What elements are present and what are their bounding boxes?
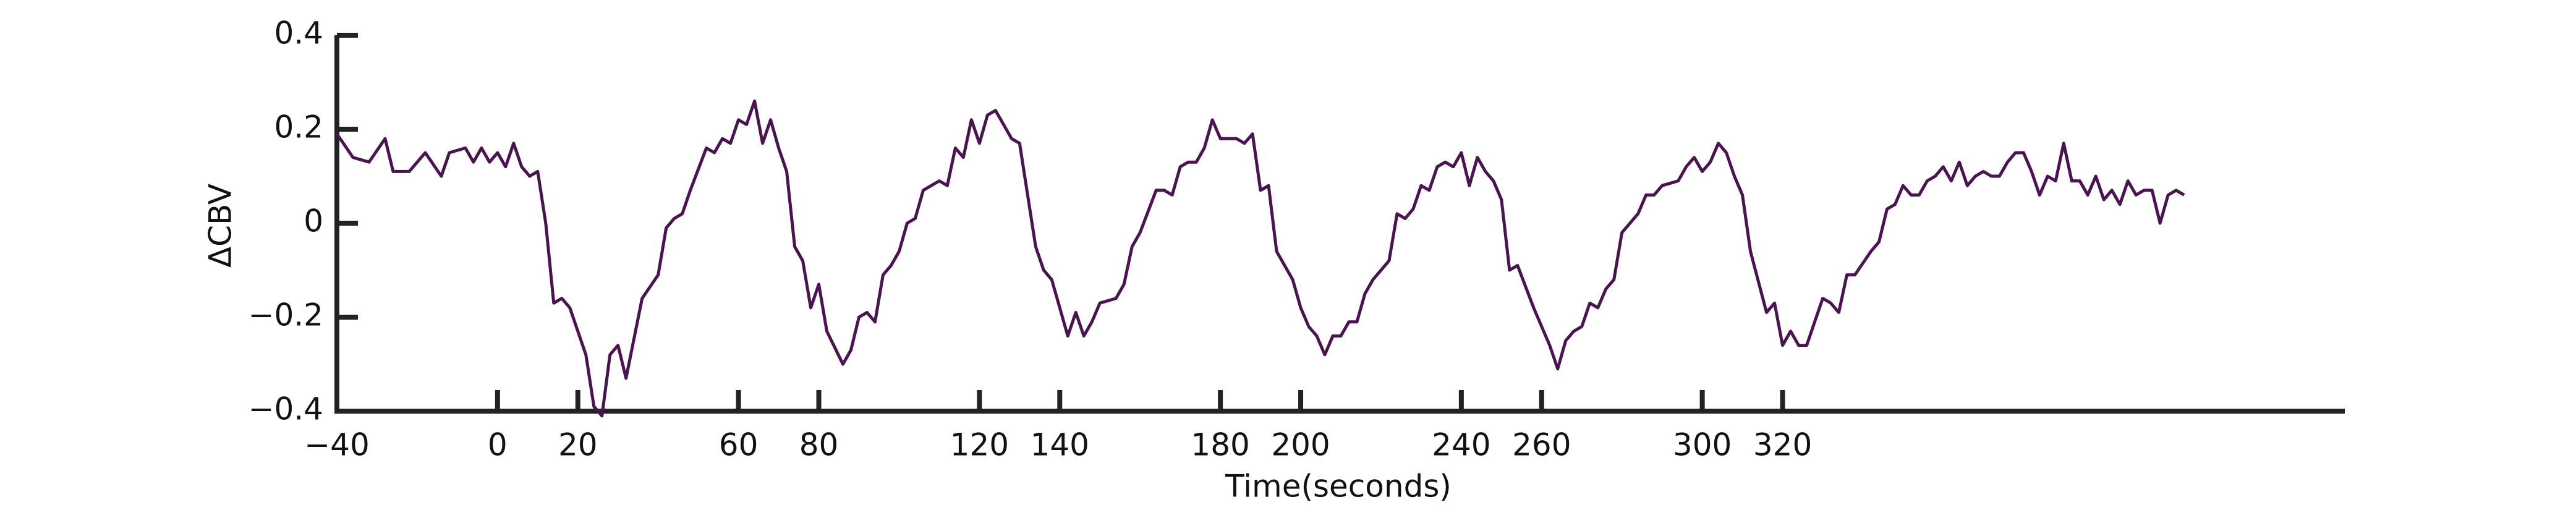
x-tick-label: 0 <box>488 427 508 463</box>
y-tick-label: 0.2 <box>274 109 323 145</box>
y-tick-label: 0.4 <box>274 15 323 51</box>
x-tick-label: 20 <box>558 427 598 463</box>
x-tick-label: 240 <box>1432 427 1490 463</box>
x-tick-label: 200 <box>1271 427 1330 463</box>
x-tick-label: −40 <box>304 427 370 463</box>
x-tick-label: 140 <box>1031 427 1089 463</box>
x-tick-label: 60 <box>719 427 759 463</box>
data-line <box>335 99 2185 418</box>
x-axis-label: Time(seconds) <box>1225 469 1452 504</box>
y-tick-label: −0.2 <box>249 297 323 333</box>
x-tick-label: 320 <box>1753 427 1812 463</box>
y-axis-label: ΔCBV <box>203 184 239 268</box>
x-tick-label: 120 <box>950 427 1009 463</box>
x-tick-label: 260 <box>1512 427 1571 463</box>
y-tick-label: 0 <box>304 203 323 239</box>
y-tick-label: −0.4 <box>249 391 323 427</box>
x-tick-label: 80 <box>799 427 839 463</box>
x-tick-label: 300 <box>1673 427 1732 463</box>
x-tick-label: 180 <box>1191 427 1249 463</box>
